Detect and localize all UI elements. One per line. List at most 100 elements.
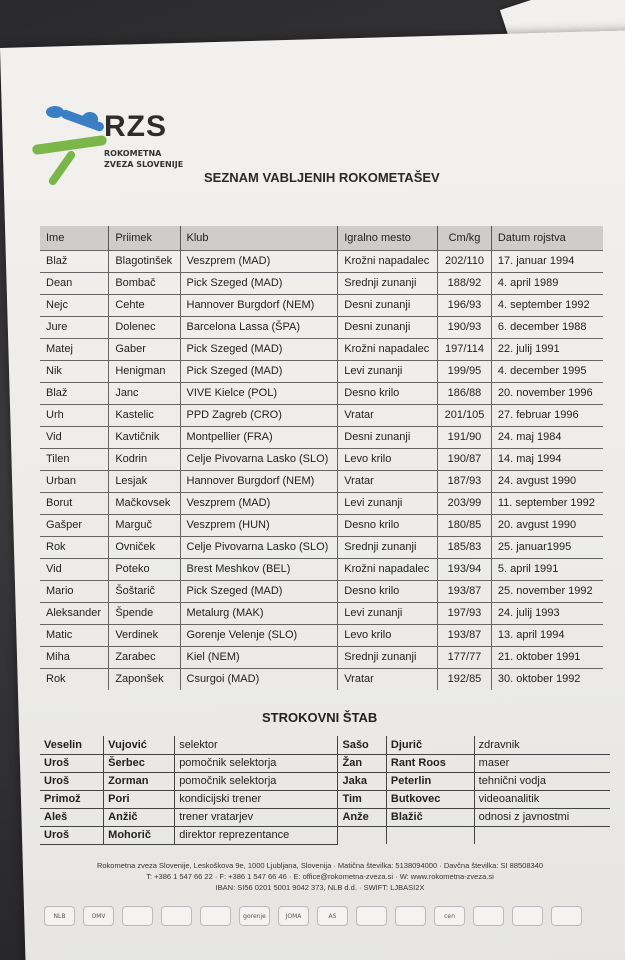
table-cell: Urban (40, 470, 109, 492)
staff-cell: Aleš (40, 808, 104, 826)
table-cell: 24. avgust 1990 (491, 470, 603, 492)
sponsor-logos: NLB OMV gorenje JOMA AS cen (44, 906, 582, 926)
table-cell: Rok (40, 536, 109, 558)
table-cell: Metalurg (MAK) (180, 602, 338, 624)
table-cell: 180/85 (437, 514, 492, 536)
column-header: Cm/kg (437, 226, 492, 250)
staff-cell: trener vratarjev (174, 808, 338, 826)
table-cell: Krožni napadalec (337, 250, 438, 272)
table-cell: 27. februar 1996 (491, 404, 603, 426)
table-cell: Pick Szeged (MAD) (180, 360, 338, 382)
table-cell: 188/92 (437, 272, 492, 294)
table-cell: 21. oktober 1991 (491, 646, 603, 668)
table-cell: Ovniček (108, 536, 180, 558)
table-cell: 192/85 (437, 668, 492, 690)
table-row: Blaž Janc VIVE Kielce (POL) Desno krilo 186/… (40, 382, 603, 404)
table-cell: 24. julij 1993 (491, 602, 603, 624)
sponsor-logo: OMV (83, 906, 114, 926)
table-cell: Vratar (337, 404, 438, 426)
table-cell: Srednji zunanji (337, 646, 438, 668)
staff-cell (337, 826, 387, 844)
rzs-logo: RZS ROKOMETNA ZVEZA SLOVENIJE (31, 104, 202, 194)
table-cell: Blaž (40, 382, 109, 404)
table-cell: Urh (40, 404, 109, 426)
table-cell: Levo krilo (337, 448, 438, 470)
staff-cell: direktor reprezentance (174, 826, 338, 844)
table-cell: 30. oktober 1992 (491, 668, 603, 690)
table-row: Jure Dolenec Barcelona Lassa (ŠPA) Desni zu… (40, 316, 603, 338)
table-cell: Cehte (108, 294, 180, 316)
staff-row: Primož Pori kondicijski trener Tim Butkovec v… (40, 790, 610, 808)
table-cell: Pick Szeged (MAD) (180, 580, 338, 602)
table-cell: 193/87 (437, 580, 492, 602)
table-cell: VIVE Kielce (POL) (180, 382, 338, 404)
table-cell: Gašper (40, 514, 109, 536)
staff-cell: Šerbec (103, 754, 175, 772)
staff-cell: Uroš (40, 754, 104, 772)
staff-table: Veselin Vujović selektor Sašo Djurič zdravnik… (40, 736, 610, 845)
table-cell: Desno krilo (337, 382, 438, 404)
column-header: Datum rojstva (491, 226, 603, 250)
column-header: Igralno mesto (337, 226, 438, 250)
table-cell: 190/93 (437, 316, 492, 338)
table-cell: Zaponšek (108, 668, 180, 690)
table-cell: 190/87 (437, 448, 492, 470)
table-row: Matej Gaber Pick Szeged (MAD) Krožni napada… (40, 338, 603, 360)
table-cell: Nejc (40, 294, 109, 316)
table-cell: Borut (40, 492, 109, 514)
sponsor-logo: gorenje (239, 906, 270, 926)
table-cell: 203/99 (437, 492, 492, 514)
staff-cell (386, 826, 475, 844)
table-cell: 17. januar 1994 (491, 250, 603, 272)
table-cell: Šoštarič (108, 580, 180, 602)
table-row: Borut Mačkovsek Veszprem (MAD) Levi zunanji… (40, 492, 603, 514)
table-cell: Celje Pivovarna Lasko (SLO) (180, 448, 338, 470)
table-cell: 199/95 (437, 360, 492, 382)
table-cell: 13. april 1994 (491, 624, 603, 646)
table-row: Mario Šoštarič Pick Szeged (MAD) Desno kril… (40, 580, 603, 602)
staff-cell: Mohorič (103, 826, 175, 844)
table-row: Matic Verdinek Gorenje Velenje (SLO) Levo k… (40, 624, 603, 646)
sponsor-logo: AS (317, 906, 348, 926)
table-cell: Desni zunanji (337, 316, 438, 338)
table-row: Rok Zaponšek Csurgoi (MAD) Vratar 192/85 30. … (40, 668, 603, 690)
table-cell: Krožni napadalec (337, 338, 438, 360)
players-table: Ime Priimek Klub Igralno mesto Cm/kg Datum ro… (40, 226, 603, 690)
table-row: Rok Ovniček Celje Pivovarna Lasko (SLO) Sre… (40, 536, 603, 558)
table-cell: 22. julij 1991 (491, 338, 603, 360)
staff-cell: Sašo (337, 736, 387, 754)
sponsor-logo: cen (434, 906, 465, 926)
table-cell: Desni zunanji (337, 294, 438, 316)
staff-cell: Djurič (386, 736, 475, 754)
table-cell: 24. maj 1984 (491, 426, 603, 448)
table-row: Tilen Kodrin Celje Pivovarna Lasko (SLO) Le… (40, 448, 603, 470)
table-cell: Gorenje Velenje (SLO) (180, 624, 338, 646)
sponsor-logo (395, 906, 426, 926)
table-cell: Levo krilo (337, 624, 438, 646)
table-row: Vid Poteko Brest Meshkov (BEL) Krožni napad… (40, 558, 603, 580)
footer-address: Rokometna zveza Slovenije, Leskoškova 9e… (96, 861, 544, 870)
staff-cell: Primož (40, 790, 104, 808)
table-cell: Kavtičnik (108, 426, 180, 448)
table-cell: 187/93 (437, 470, 492, 492)
staff-row: Uroš Mohorič direktor reprezentance (40, 826, 610, 844)
table-cell: Rok (40, 668, 109, 690)
table-row: Aleksander Špende Metalurg (MAK) Levi zunan… (40, 602, 603, 624)
staff-cell: Anže (337, 808, 387, 826)
table-cell: Gaber (108, 338, 180, 360)
table-cell: Nik (40, 360, 109, 382)
sponsor-logo (551, 906, 582, 926)
sponsor-logo (122, 906, 153, 926)
table-cell: Lesjak (108, 470, 180, 492)
table-cell: Aleksander (40, 602, 109, 624)
table-cell: Marguč (108, 514, 180, 536)
table-cell: Levi zunanji (337, 602, 438, 624)
table-cell: 20. avgust 1990 (491, 514, 603, 536)
footer-contact: T: +386 1 547 66 22 · F: +386 1 547 66 4… (146, 872, 494, 881)
sponsor-logo (473, 906, 504, 926)
staff-cell: Blažič (386, 808, 475, 826)
table-cell: 193/94 (437, 558, 492, 580)
table-cell: 202/110 (437, 250, 492, 272)
staff-cell: Pori (103, 790, 175, 808)
table-cell: Zarabec (108, 646, 180, 668)
